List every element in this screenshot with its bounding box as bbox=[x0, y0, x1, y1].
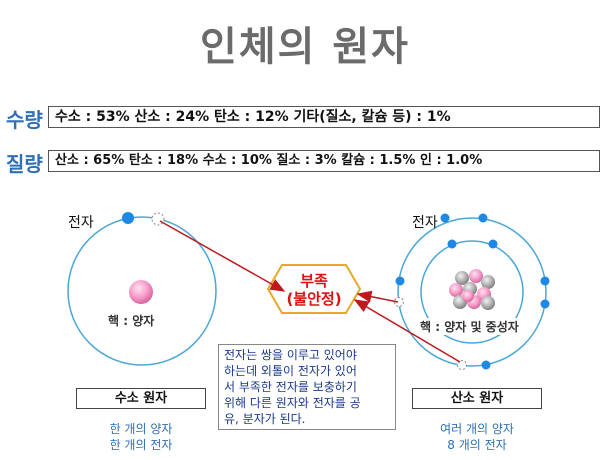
oxygen-outer-orbit bbox=[397, 217, 547, 367]
count-row-label: 수량 bbox=[6, 108, 43, 132]
page-title: 인체의 원자 bbox=[200, 24, 410, 70]
count-row-box: 수소 : 53% 산소 : 24% 탄소 : 12% 기타(질소, 칼슘 등) … bbox=[48, 106, 600, 128]
hydrogen-note-line2: 한 개의 전자 bbox=[109, 438, 173, 452]
description-line: 하는데 외톨이 전자가 있어 bbox=[224, 364, 357, 378]
oxygen-note-line2: 8 개의 전자 bbox=[447, 438, 507, 452]
oxygen-outer-electron bbox=[440, 213, 450, 223]
hydrogen-atom-label: 수소 원자 bbox=[76, 388, 206, 409]
oxygen-note-line1: 여러 개의 양자 bbox=[440, 422, 514, 436]
hydrogen-orbit bbox=[67, 216, 217, 366]
hydrogen-note-line1: 한 개의 양자 bbox=[109, 422, 173, 436]
hydrogen-nucleus-label: 핵 : 양자 bbox=[108, 314, 155, 328]
oxygen-inner-orbit bbox=[420, 240, 524, 344]
hydrogen-note: 한 개의 양자 한 개의 전자 bbox=[76, 421, 206, 453]
description-box: 전자는 쌍을 이루고 있어야 하는데 외톨이 전자가 있어 서 부족한 전자를 … bbox=[218, 344, 396, 430]
oxygen-inner-electron bbox=[447, 239, 457, 249]
unstable-line2: (불안정) bbox=[286, 290, 342, 308]
hydrogen-vacancy bbox=[151, 212, 165, 226]
oxygen-vacancy bbox=[457, 360, 467, 370]
mass-row-label: 질량 bbox=[6, 152, 43, 176]
oxygen-atom-label: 산소 원자 bbox=[412, 388, 542, 409]
description-line: 서 부족한 전자를 보충하기 bbox=[224, 380, 357, 394]
oxygen-outer-electron bbox=[395, 276, 405, 286]
unstable-hexagon bbox=[266, 264, 362, 314]
oxygen-electron-label: 전자 bbox=[412, 215, 438, 231]
unstable-text: 부족 (불안정) bbox=[264, 272, 364, 308]
arrow-oxygen-to-center bbox=[356, 290, 399, 303]
unstable-line1: 부족 bbox=[300, 272, 328, 290]
oxygen-outer-electron bbox=[540, 299, 550, 309]
description-line: 위해 다른 원자와 전자를 공 bbox=[224, 396, 361, 410]
arrow-oxygen-bottom-to-center bbox=[353, 299, 461, 363]
hydrogen-nucleus bbox=[129, 280, 153, 304]
description-line: 유, 분자가 된다. bbox=[224, 412, 306, 426]
description-line: 전자는 쌍을 이루고 있어야 bbox=[224, 348, 357, 362]
oxygen-inner-electron bbox=[488, 239, 498, 249]
arrow-hydrogen-to-center bbox=[159, 220, 286, 292]
hydrogen-electron-label: 전자 bbox=[68, 215, 94, 231]
oxygen-outer-electron bbox=[481, 360, 491, 370]
oxygen-nucleus bbox=[449, 269, 495, 310]
oxygen-note: 여러 개의 양자 8 개의 전자 bbox=[412, 421, 542, 453]
oxygen-outer-electron bbox=[540, 276, 550, 286]
oxygen-outer-electron bbox=[478, 213, 488, 223]
hydrogen-electron bbox=[122, 212, 134, 224]
oxygen-nucleus-label: 핵 : 양자 및 중성자 bbox=[418, 318, 521, 335]
mass-row-box: 산소 : 65% 탄소 : 18% 수소 : 10% 질소 : 3% 칼슘 : … bbox=[48, 150, 600, 172]
